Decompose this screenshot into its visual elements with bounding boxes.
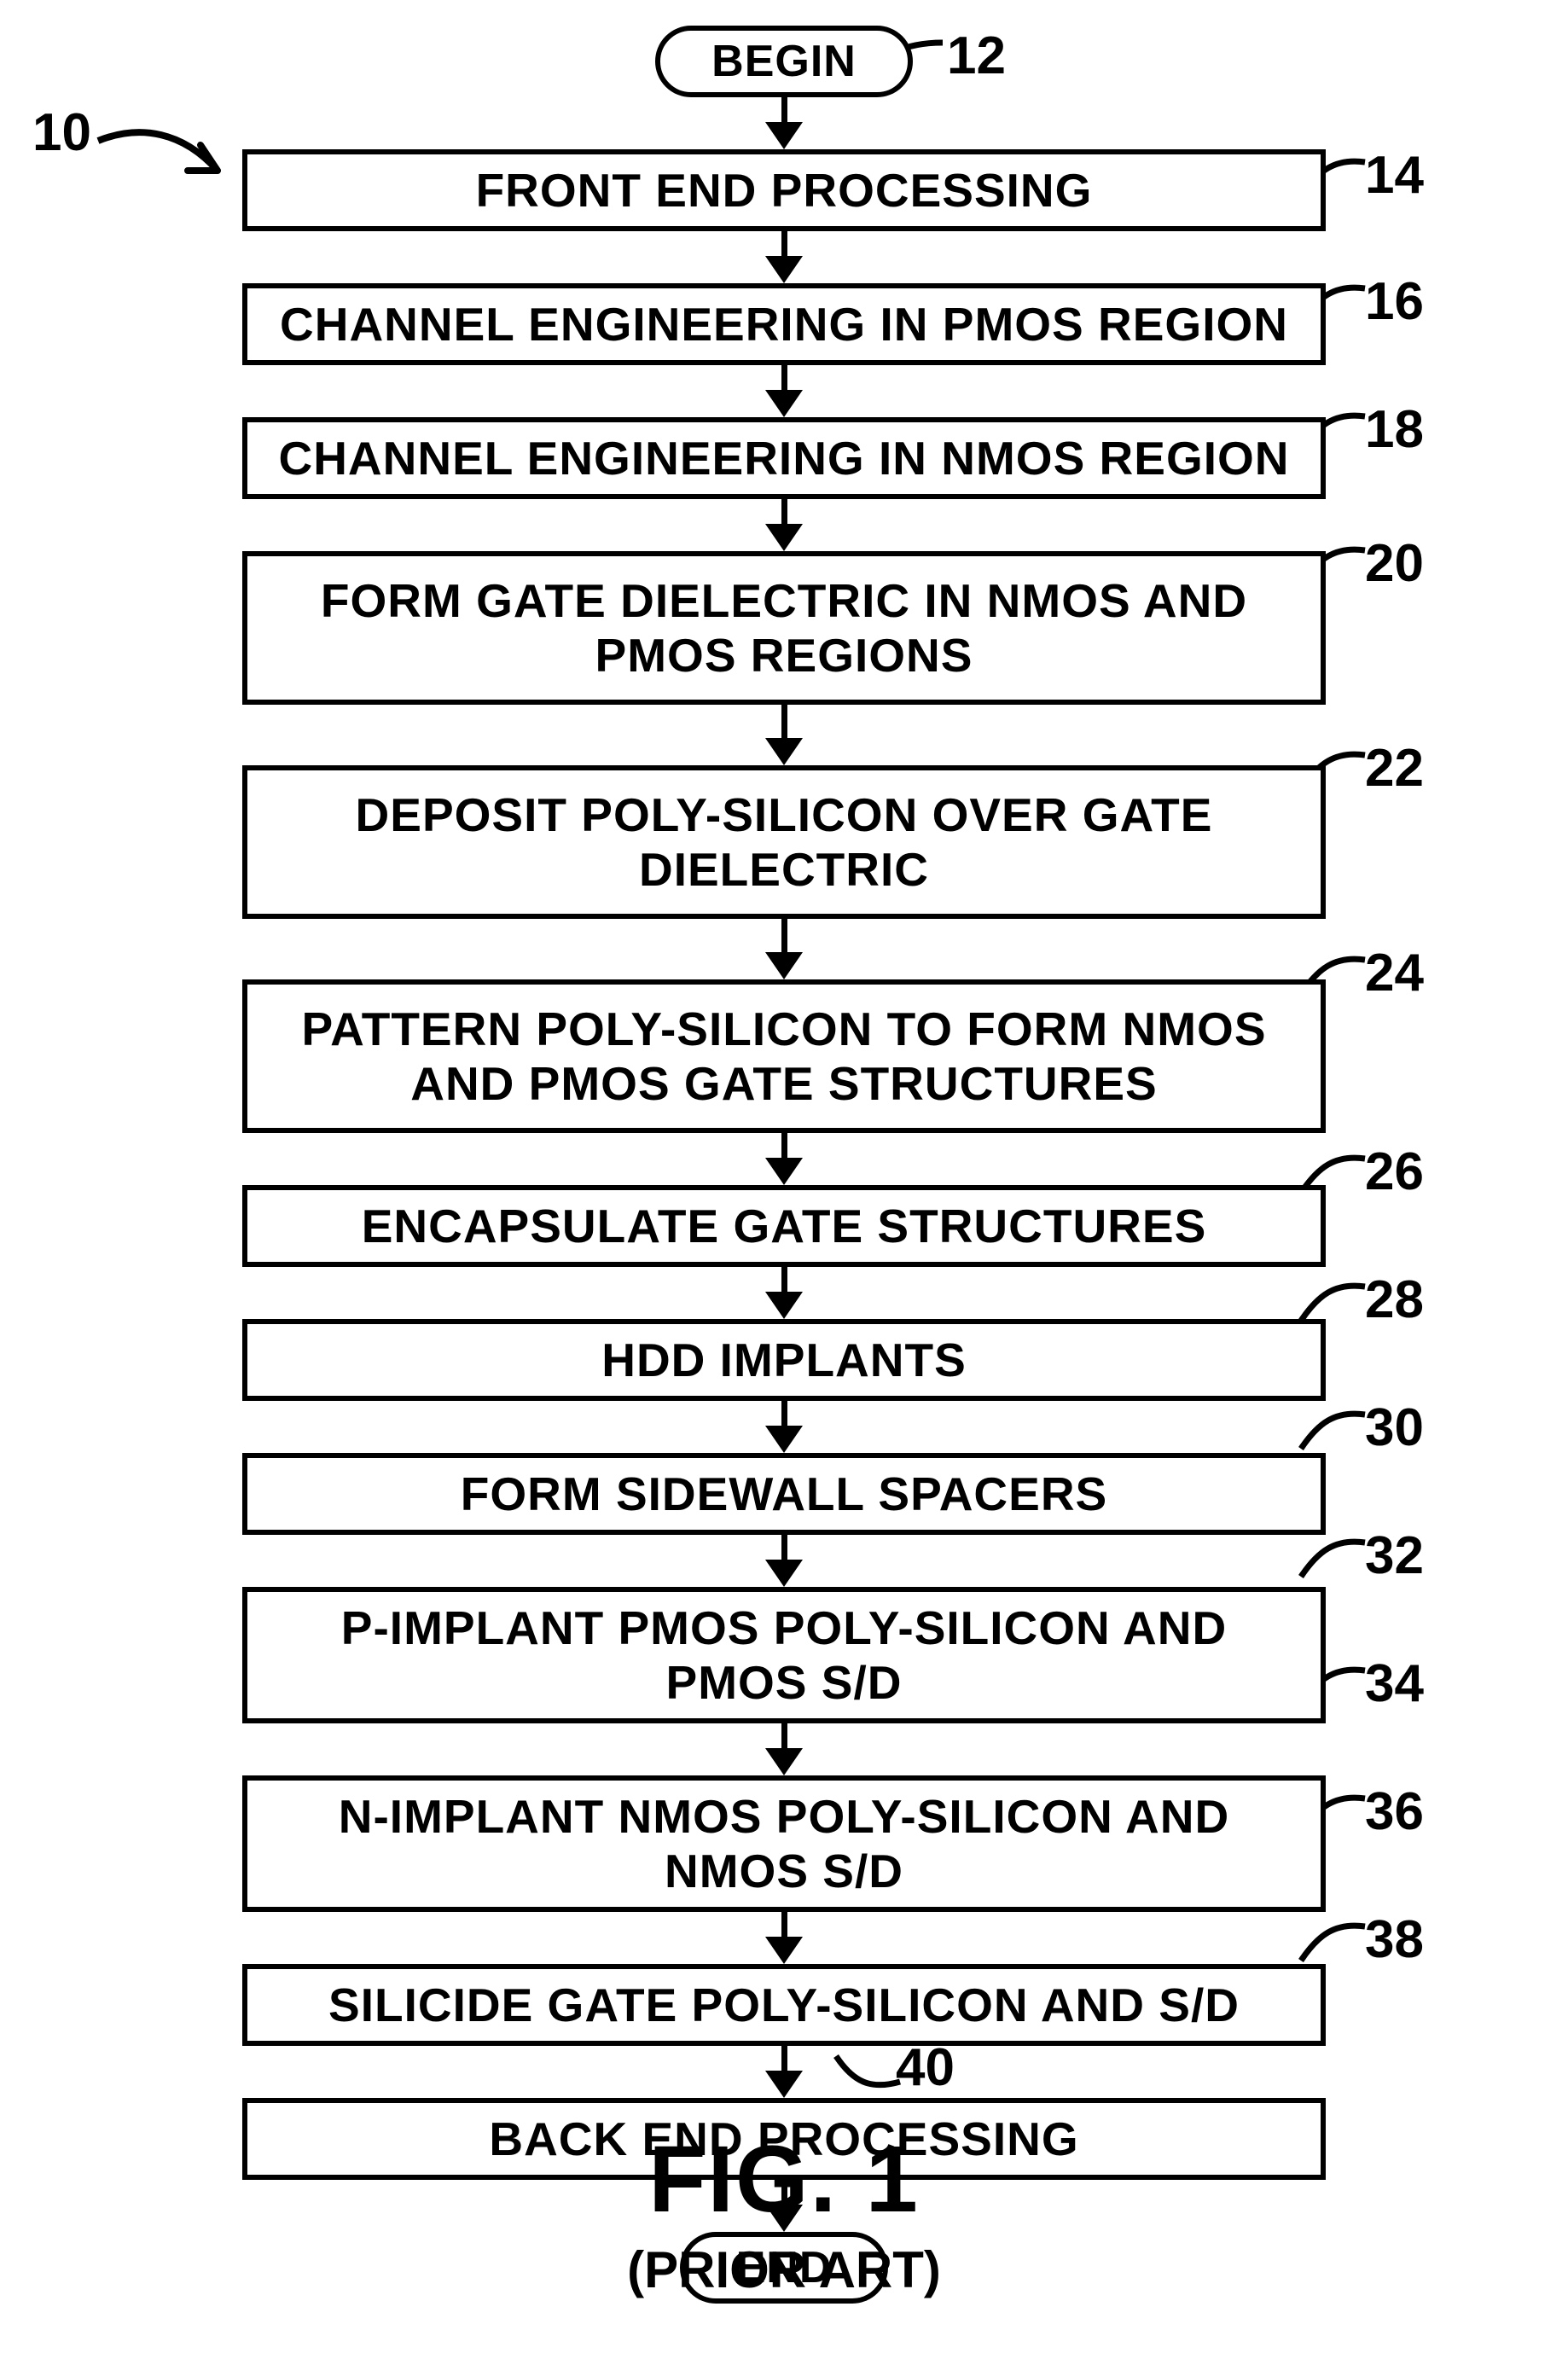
- step-18-text: CHANNEL ENGINEERING IN NMOS REGION: [278, 431, 1289, 485]
- step-30: FORM SIDEWALL SPACERS: [242, 1453, 1326, 1535]
- step-22: DEPOSIT POLY-SILICON OVER GATE DIELECTRI…: [242, 765, 1326, 919]
- terminal-begin-label: BEGIN: [711, 37, 857, 86]
- step-18: CHANNEL ENGINEERING IN NMOS REGION: [242, 417, 1326, 499]
- arrow-2: [765, 365, 803, 417]
- arrow-10: [765, 1723, 803, 1775]
- arrow-12: [765, 2046, 803, 2098]
- step-14: FRONT END PROCESSING: [242, 149, 1326, 231]
- arrow-5: [765, 919, 803, 979]
- step-34-text: N-IMPLANT NMOS POLY-SILICON AND NMOS S/D: [264, 1789, 1304, 1898]
- terminal-begin: BEGIN: [655, 26, 913, 97]
- arrow-8: [765, 1401, 803, 1453]
- step-24: PATTERN POLY-SILICON TO FORM NMOS AND PM…: [242, 979, 1326, 1133]
- arrow-1: [765, 231, 803, 283]
- figure-subtitle: (PRIOR ART): [0, 2240, 1568, 2299]
- step-36: SILICIDE GATE POLY-SILICON AND S/D: [242, 1964, 1326, 2046]
- step-20-text: FORM GATE DIELECTRIC IN NMOS AND PMOS RE…: [264, 573, 1304, 683]
- step-16-text: CHANNEL ENGINEERING IN PMOS REGION: [280, 297, 1288, 352]
- arrow-3: [765, 499, 803, 551]
- step-26-text: ENCAPSULATE GATE STRUCTURES: [362, 1199, 1207, 1253]
- step-32-text: P-IMPLANT PMOS POLY-SILICON AND PMOS S/D: [264, 1601, 1304, 1710]
- page: 10 12 14 16 18 20 22 24 26 28 30 32 34 3…: [0, 0, 1568, 2359]
- step-20: FORM GATE DIELECTRIC IN NMOS AND PMOS RE…: [242, 551, 1326, 705]
- step-36-text: SILICIDE GATE POLY-SILICON AND S/D: [328, 1978, 1240, 2032]
- step-22-text: DEPOSIT POLY-SILICON OVER GATE DIELECTRI…: [264, 787, 1304, 897]
- arrow-7: [765, 1267, 803, 1319]
- arrow-6: [765, 1133, 803, 1185]
- step-24-text: PATTERN POLY-SILICON TO FORM NMOS AND PM…: [264, 1002, 1304, 1111]
- step-28: HDD IMPLANTS: [242, 1319, 1326, 1401]
- step-26: ENCAPSULATE GATE STRUCTURES: [242, 1185, 1326, 1267]
- step-32: P-IMPLANT PMOS POLY-SILICON AND PMOS S/D: [242, 1587, 1326, 1723]
- arrow-11: [765, 1912, 803, 1964]
- step-28-text: HDD IMPLANTS: [601, 1333, 967, 1387]
- arrow-9: [765, 1535, 803, 1587]
- figure-caption: FIG. 1 (PRIOR ART): [0, 2125, 1568, 2299]
- flowchart: BEGIN FRONT END PROCESSING CHANNEL ENGIN…: [0, 26, 1568, 2304]
- arrow-4: [765, 705, 803, 765]
- figure-title: FIG. 1: [0, 2125, 1568, 2234]
- step-30-text: FORM SIDEWALL SPACERS: [461, 1467, 1107, 1521]
- step-16: CHANNEL ENGINEERING IN PMOS REGION: [242, 283, 1326, 365]
- step-14-text: FRONT END PROCESSING: [476, 163, 1093, 218]
- step-34: N-IMPLANT NMOS POLY-SILICON AND NMOS S/D: [242, 1775, 1326, 1912]
- arrow-0: [765, 97, 803, 149]
